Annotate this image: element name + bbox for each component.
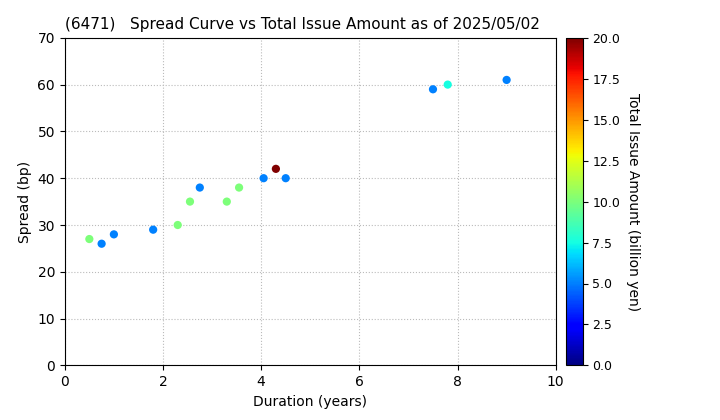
Point <box>442 81 454 88</box>
Point <box>108 231 120 238</box>
Point <box>96 240 107 247</box>
Point <box>280 175 292 181</box>
Y-axis label: Spread (bp): Spread (bp) <box>18 160 32 243</box>
Point <box>501 76 513 83</box>
Point <box>270 165 282 172</box>
Point <box>148 226 159 233</box>
X-axis label: Duration (years): Duration (years) <box>253 395 367 409</box>
Point <box>184 198 196 205</box>
Point <box>233 184 245 191</box>
Text: (6471)   Spread Curve vs Total Issue Amount as of 2025/05/02: (6471) Spread Curve vs Total Issue Amoun… <box>65 18 540 32</box>
Point <box>427 86 438 93</box>
Point <box>172 222 184 228</box>
Point <box>221 198 233 205</box>
Point <box>84 236 95 242</box>
Point <box>258 175 269 181</box>
Y-axis label: Total Issue Amount (billion yen): Total Issue Amount (billion yen) <box>626 92 639 311</box>
Point <box>194 184 206 191</box>
